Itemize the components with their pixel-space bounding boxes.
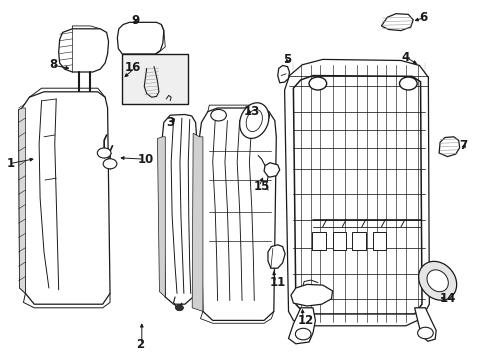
Circle shape (210, 109, 226, 121)
Polygon shape (277, 66, 289, 83)
Text: 10: 10 (138, 153, 154, 166)
Text: 16: 16 (124, 61, 141, 74)
Circle shape (417, 327, 432, 339)
Text: 13: 13 (243, 105, 259, 118)
Text: 4: 4 (400, 51, 408, 64)
Polygon shape (290, 284, 332, 306)
Polygon shape (414, 308, 435, 341)
Circle shape (399, 77, 416, 90)
Text: 15: 15 (253, 180, 269, 193)
Ellipse shape (426, 270, 447, 292)
Bar (311, 232, 325, 250)
Text: 11: 11 (269, 276, 285, 289)
Polygon shape (438, 137, 459, 157)
Bar (351, 232, 365, 250)
Text: 5: 5 (282, 53, 290, 66)
Text: 12: 12 (297, 314, 313, 327)
Text: 6: 6 (419, 11, 427, 24)
Polygon shape (59, 29, 108, 72)
Polygon shape (157, 137, 165, 297)
Text: 9: 9 (131, 14, 139, 27)
Bar (122, 54, 188, 104)
Polygon shape (192, 133, 203, 311)
Text: 2: 2 (136, 338, 144, 351)
Polygon shape (264, 163, 279, 177)
Polygon shape (199, 108, 276, 320)
Ellipse shape (418, 261, 456, 300)
Polygon shape (381, 14, 412, 31)
Circle shape (103, 159, 117, 169)
Circle shape (295, 328, 310, 340)
Ellipse shape (245, 109, 262, 132)
Circle shape (308, 77, 326, 90)
Polygon shape (267, 245, 285, 268)
Polygon shape (19, 108, 25, 293)
Text: 8: 8 (49, 58, 58, 71)
Polygon shape (22, 92, 110, 304)
Polygon shape (288, 308, 315, 344)
Circle shape (175, 305, 183, 311)
Text: 1: 1 (6, 157, 15, 170)
Polygon shape (117, 22, 163, 54)
Circle shape (253, 110, 269, 122)
Circle shape (97, 148, 111, 158)
Polygon shape (162, 114, 196, 304)
Bar (372, 232, 386, 250)
Bar (332, 232, 346, 250)
Text: 3: 3 (166, 116, 174, 129)
Ellipse shape (239, 103, 268, 138)
Text: 7: 7 (459, 139, 467, 152)
Polygon shape (284, 59, 428, 326)
Text: 14: 14 (439, 292, 455, 305)
